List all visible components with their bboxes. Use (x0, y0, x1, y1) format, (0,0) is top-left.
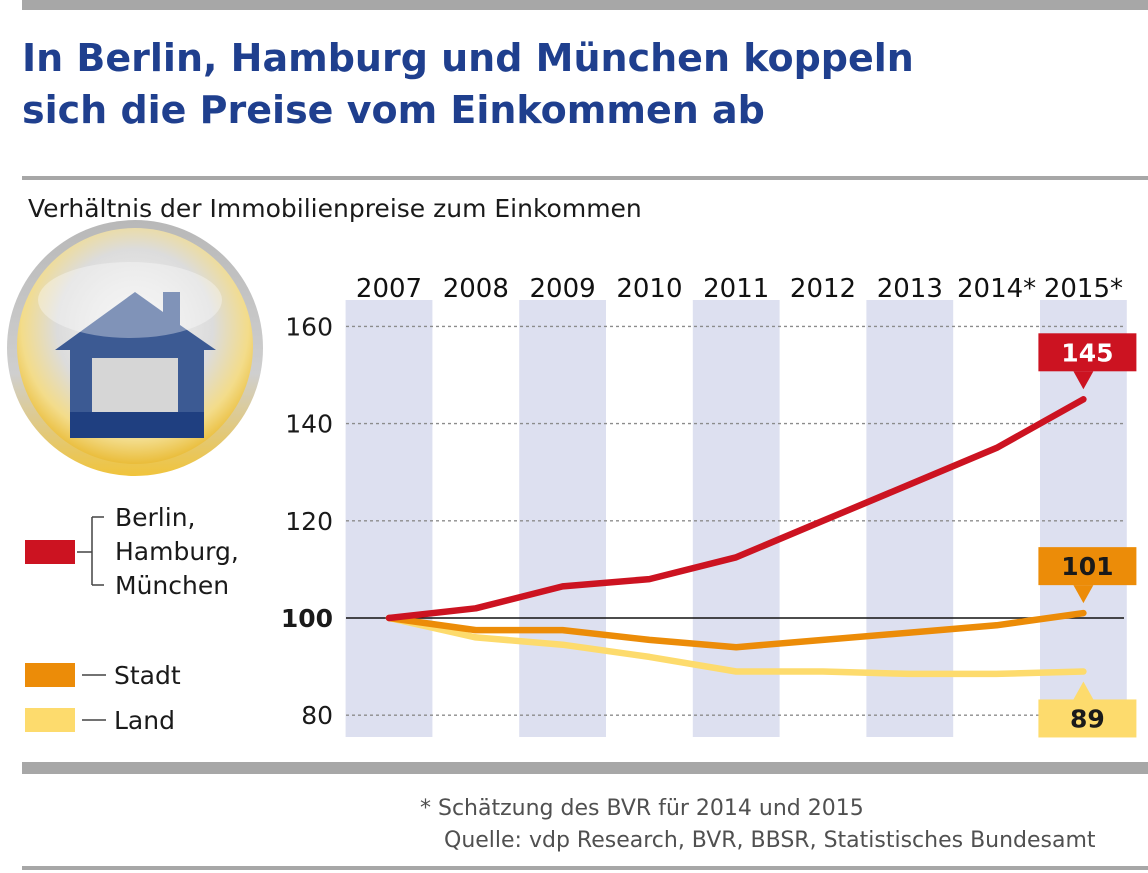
legend-label-0-2: München (115, 571, 229, 600)
end-label-0: 145 (1038, 333, 1137, 390)
x-tick-label-2: 2009 (530, 274, 596, 304)
y-tick-label-160: 160 (285, 312, 333, 341)
title-rule (22, 176, 1148, 180)
end-label-pointer-2 (1073, 681, 1094, 700)
year-band-2 (519, 300, 606, 737)
x-tick-label-6: 2013 (877, 274, 943, 304)
x-tick-label-5: 2012 (790, 274, 856, 304)
end-label-pointer-1 (1073, 585, 1094, 604)
end-label-pointer-0 (1073, 371, 1094, 390)
legend-swatch-1 (25, 663, 75, 687)
estimate-footnote: * Schätzung des BVR für 2014 und 2015 (420, 796, 864, 821)
legend-label-1: Stadt (114, 661, 181, 690)
y-tick-label-80: 80 (301, 701, 333, 730)
end-label-1: 101 (1038, 547, 1137, 604)
source-note: Quelle: vdp Research, BVR, BBSR, Statist… (444, 828, 1096, 853)
x-tick-label-7: 2014* (957, 274, 1036, 304)
legend-label-0-0: Berlin, (115, 503, 196, 532)
bottom-rule (22, 762, 1148, 774)
legend: Berlin, Hamburg, München Stadt Land (25, 503, 239, 735)
x-tick-label-1: 2008 (443, 274, 509, 304)
year-band-0 (345, 300, 433, 737)
legend-swatch-2 (25, 708, 75, 732)
x-tick-label-4: 2011 (703, 274, 769, 304)
end-label-box-2 (1038, 699, 1137, 738)
legend-bracket-0 (77, 516, 104, 586)
series-line-1 (385, 609, 1087, 651)
end-label-2: 89 (1038, 681, 1137, 738)
end-label-text-0: 145 (1061, 338, 1113, 367)
end-labels: 145 101 89 (1038, 333, 1137, 738)
legend-label-2: Land (114, 706, 175, 735)
chart-subtitle: Verhältnis der Immobilienpreise zum Eink… (28, 194, 642, 223)
title-line-2: sich die Preise vom Einkommen ab (22, 88, 765, 132)
x-axis: 2007 2008 2009 2010 2011 2012 2013 2014* 2015* (356, 274, 1123, 304)
end-label-box-1 (1038, 547, 1137, 586)
legend-label-0-1: Hamburg, (115, 537, 239, 566)
x-tick-label-3: 2010 (616, 274, 682, 304)
y-axis: 80 100 120 140 160 (281, 312, 333, 730)
gridlines (346, 325, 1124, 716)
footer-rule (22, 866, 1148, 870)
y-tick-label-120: 120 (285, 507, 333, 536)
series-line-2 (385, 614, 1087, 678)
legend-swatch-0 (25, 540, 75, 564)
end-label-text-1: 101 (1061, 552, 1113, 581)
y-tick-label-100: 100 (281, 604, 333, 633)
end-label-text-2: 89 (1070, 704, 1105, 733)
top-rule (22, 0, 1148, 10)
page-title: In Berlin, Hamburg und München koppeln s… (22, 32, 1022, 136)
series-lines (385, 396, 1087, 678)
house-icon (7, 220, 263, 476)
y-tick-label-140: 140 (285, 410, 333, 439)
house-icon-door (92, 358, 178, 412)
year-band-6 (866, 300, 954, 737)
year-bands (345, 300, 1127, 737)
x-tick-label-8: 2015* (1044, 274, 1123, 304)
series-line-0 (385, 396, 1087, 622)
end-label-box-0 (1038, 333, 1137, 372)
title-line-1: In Berlin, Hamburg und München koppeln (22, 36, 914, 80)
x-tick-label-0: 2007 (356, 274, 422, 304)
